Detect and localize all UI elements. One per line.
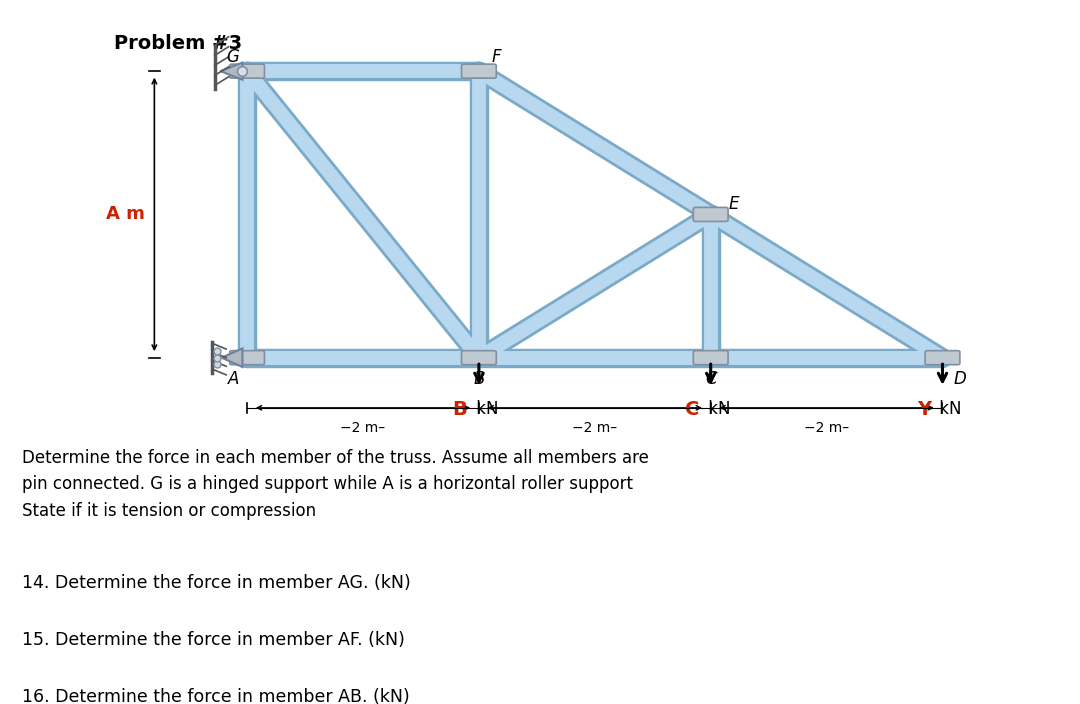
- Text: C: C: [705, 370, 716, 388]
- Text: kN: kN: [703, 401, 730, 418]
- Text: E: E: [729, 195, 739, 213]
- FancyBboxPatch shape: [926, 351, 960, 365]
- Polygon shape: [221, 348, 242, 367]
- Text: B: B: [453, 400, 468, 419]
- Text: C: C: [685, 400, 699, 419]
- Text: A m: A m: [106, 206, 145, 223]
- FancyBboxPatch shape: [461, 351, 497, 365]
- Text: B: B: [473, 370, 485, 388]
- Text: Determine the force in each member of the truss. Assume all members are
pin conn: Determine the force in each member of th…: [22, 448, 648, 520]
- Text: D: D: [954, 370, 967, 388]
- FancyBboxPatch shape: [230, 351, 265, 365]
- Text: A: A: [228, 370, 239, 388]
- Text: 16. Determine the force in member AB. (kN): 16. Determine the force in member AB. (k…: [22, 689, 409, 704]
- Text: G: G: [227, 48, 240, 65]
- FancyBboxPatch shape: [461, 64, 497, 78]
- Text: kN: kN: [934, 401, 962, 418]
- FancyBboxPatch shape: [693, 208, 728, 222]
- Text: −2 m–: −2 m–: [804, 421, 849, 435]
- Text: −2 m–: −2 m–: [572, 421, 618, 435]
- Text: F: F: [491, 48, 501, 65]
- FancyBboxPatch shape: [693, 351, 728, 365]
- Text: −2 m–: −2 m–: [340, 421, 386, 435]
- FancyBboxPatch shape: [230, 64, 265, 78]
- Text: 15. Determine the force in member AF. (kN): 15. Determine the force in member AF. (k…: [22, 631, 405, 649]
- Text: 14. Determine the force in member AG. (kN): 14. Determine the force in member AG. (k…: [22, 574, 410, 592]
- Text: kN: kN: [471, 401, 498, 418]
- Text: Y: Y: [917, 400, 931, 419]
- Text: Problem #3: Problem #3: [113, 34, 242, 53]
- Polygon shape: [220, 63, 242, 80]
